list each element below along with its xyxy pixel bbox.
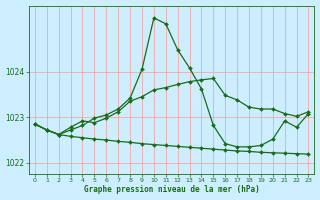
X-axis label: Graphe pression niveau de la mer (hPa): Graphe pression niveau de la mer (hPa) [84, 185, 260, 194]
